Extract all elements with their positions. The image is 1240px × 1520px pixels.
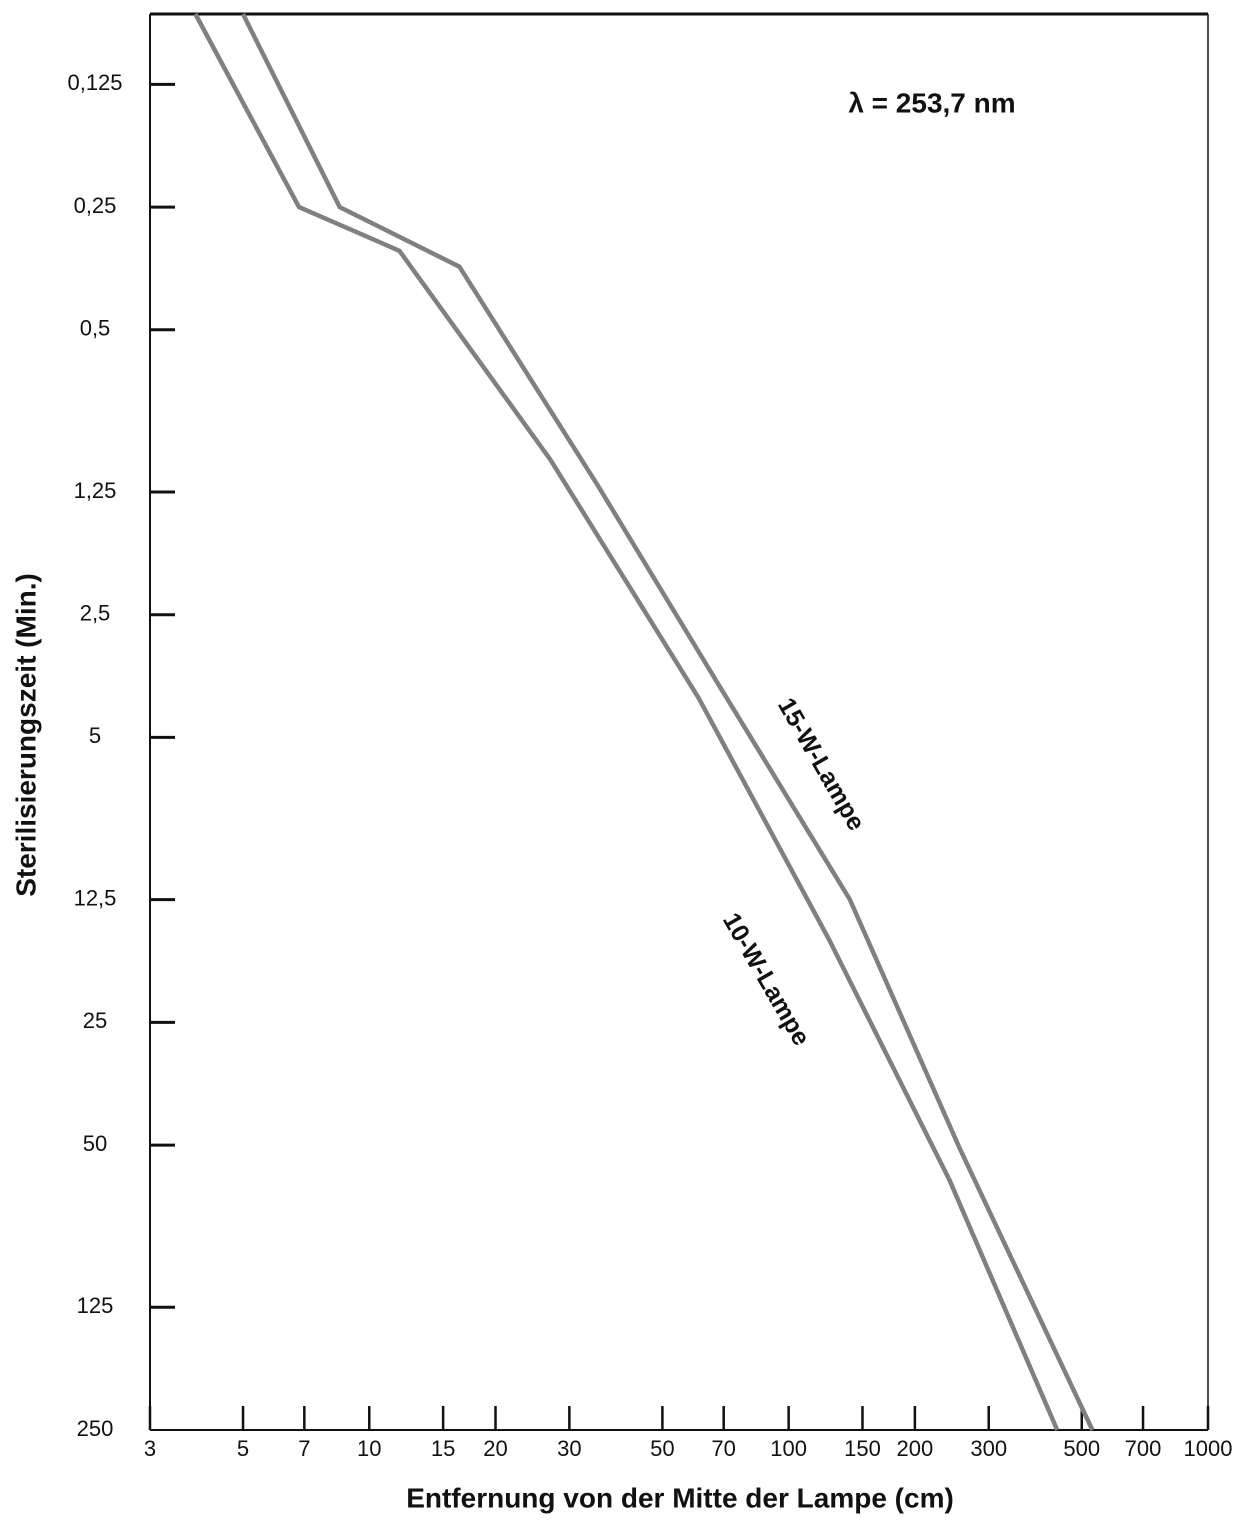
y-tick-label: 50 bbox=[83, 1131, 107, 1156]
x-tick-label: 200 bbox=[897, 1436, 934, 1461]
y-tick-label: 0,25 bbox=[74, 193, 117, 218]
y-tick-label: 250 bbox=[77, 1416, 114, 1441]
annotation: λ = 253,7 nm bbox=[848, 87, 1015, 118]
y-axis-title: Sterilisierungszeit (Min.) bbox=[10, 573, 41, 897]
series-label: 10-W-Lampe bbox=[717, 908, 815, 1050]
y-tick-label: 12,5 bbox=[74, 885, 117, 910]
y-tick-label: 5 bbox=[89, 723, 101, 748]
x-tick-label: 50 bbox=[650, 1436, 674, 1461]
x-tick-label: 15 bbox=[431, 1436, 455, 1461]
x-tick-label: 500 bbox=[1063, 1436, 1100, 1461]
series-line bbox=[240, 12, 1095, 1431]
x-tick-label: 150 bbox=[844, 1436, 881, 1461]
x-tick-label: 20 bbox=[483, 1436, 507, 1461]
x-tick-label: 3 bbox=[144, 1436, 156, 1461]
x-tick-label: 10 bbox=[357, 1436, 381, 1461]
x-tick-label: 7 bbox=[298, 1436, 310, 1461]
x-axis-title: Entfernung von der Mitte der Lampe (cm) bbox=[406, 1482, 954, 1513]
series-line bbox=[193, 12, 1060, 1431]
series-label: 15-W-Lampe bbox=[772, 693, 870, 835]
x-tick-label: 1000 bbox=[1184, 1436, 1233, 1461]
y-tick-label: 125 bbox=[77, 1293, 114, 1318]
x-tick-label: 700 bbox=[1125, 1436, 1162, 1461]
x-tick-label: 300 bbox=[970, 1436, 1007, 1461]
y-tick-label: 1,25 bbox=[74, 478, 117, 503]
y-tick-label: 2,5 bbox=[80, 601, 111, 626]
x-tick-label: 5 bbox=[237, 1436, 249, 1461]
y-tick-label: 0,125 bbox=[67, 70, 122, 95]
x-tick-label: 30 bbox=[557, 1436, 581, 1461]
y-tick-label: 0,5 bbox=[80, 316, 111, 341]
x-tick-label: 70 bbox=[711, 1436, 735, 1461]
y-tick-label: 25 bbox=[83, 1008, 107, 1033]
x-tick-label: 100 bbox=[770, 1436, 807, 1461]
